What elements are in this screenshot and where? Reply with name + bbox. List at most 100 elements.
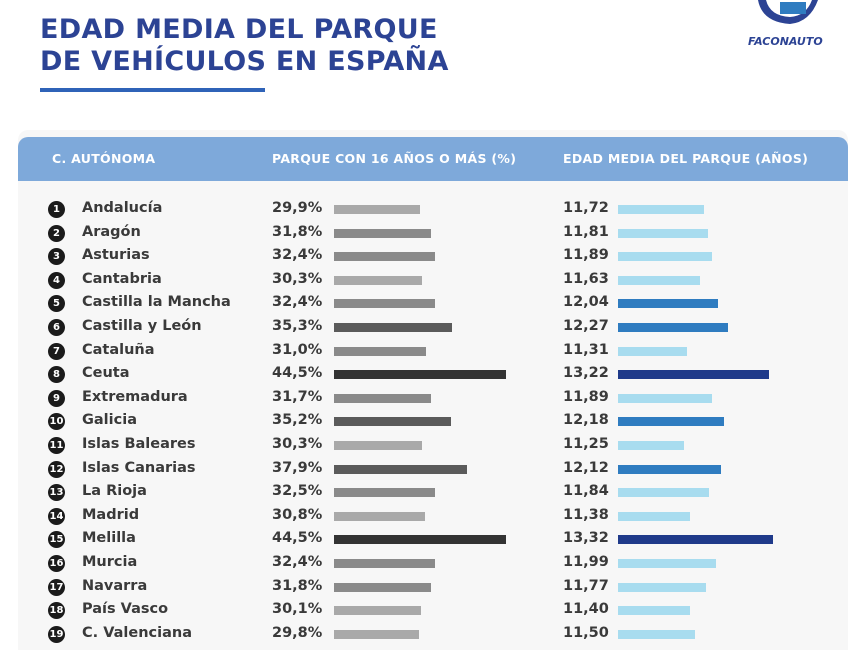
age-label: 11,84 [563,483,609,500]
title-underline [40,88,265,92]
logo-text: FACONAUTO [748,35,823,48]
rank-badge: 8 [48,366,65,384]
percent-label: 35,3% [272,318,323,334]
age-label: 12,12 [563,459,609,476]
table-row: 2 Aragón 31,8% 11,81 [0,222,854,244]
percent-label: 31,7% [272,388,323,405]
region-name: Madrid [82,506,140,523]
percent-label: 30,1% [272,601,323,618]
percent-label: 30,3% [272,270,323,287]
table-row: 14 Madrid 30,8% 11,38 [0,505,854,527]
region-name: Andalucía [82,200,163,216]
age-bar [618,511,690,521]
header-percent: PARQUE CON 16 AÑOS O MÁS (%) [272,151,517,166]
region-name: Asturias [82,247,150,264]
percent-bar [334,205,420,214]
rank-badge: 6 [48,319,65,336]
age-label: 11,25 [563,436,609,452]
age-bar [618,535,773,545]
percent-bar [334,346,427,356]
age-bar [618,323,728,332]
percent-label: 30,3% [272,436,323,452]
region-name: Cataluña [82,341,155,358]
percent-bar [334,370,507,380]
region-name: C. Valenciana [82,624,192,641]
percent-bar [334,464,468,474]
region-name: Islas Canarias [82,459,196,476]
percent-label: 29,8% [272,624,323,641]
percent-label: 30,8% [272,506,323,523]
age-bar [618,464,722,474]
age-bar [618,582,707,592]
rank-badge: 7 [48,342,65,360]
percent-label: 32,4% [272,247,323,264]
faconauto-logo [758,0,818,24]
region-name: Melilla [82,530,136,547]
table-row: 7 Cataluña 31,0% 11,31 [0,340,854,362]
age-label: 11,77 [563,577,609,594]
age-label: 11,50 [563,624,609,641]
table-row: 19 C. Valenciana 29,8% 11,50 [0,623,854,645]
rank-badge: 18 [48,602,65,620]
percent-bar [334,252,435,262]
age-bar [618,629,695,639]
rank-badge: 12 [48,460,65,478]
age-bar [618,205,705,214]
percent-bar [334,275,423,285]
age-bar [618,417,724,427]
percent-bar [334,228,432,238]
age-bar [618,275,701,285]
percent-bar [334,511,426,521]
rank-badge: 15 [48,531,65,549]
region-name: Navarra [82,577,148,594]
age-bar [618,228,709,238]
table-row: 8 Ceuta 44,5% 13,22 [0,363,854,385]
region-name: Castilla y León [82,318,202,334]
table-row: 6 Castilla y León 35,3% 12,27 [0,316,854,338]
age-label: 11,40 [563,601,609,618]
percent-bar [334,488,436,498]
percent-label: 31,8% [272,577,323,594]
region-name: Islas Baleares [82,436,196,452]
percent-bar [334,299,435,309]
rank-badge: 11 [48,437,65,454]
table-row: 16 Murcia 32,4% 11,99 [0,552,854,574]
table-row: 4 Cantabria 30,3% 11,63 [0,269,854,291]
age-bar [618,441,684,450]
table-row: 3 Asturias 32,4% 11,89 [0,245,854,267]
age-label: 13,22 [563,365,609,382]
rank-badge: 19 [48,625,65,643]
percent-label: 32,4% [272,294,323,311]
title-line-1: EDAD MEDIA DEL PARQUE [40,14,438,45]
table-row: 18 País Vasco 30,1% 11,40 [0,599,854,621]
rank-badge: 3 [48,248,65,266]
percent-bar [334,629,420,639]
percent-bar [334,606,422,616]
table-row: 17 Navarra 31,8% 11,77 [0,576,854,598]
percent-bar [334,323,452,332]
age-label: 12,04 [563,294,609,311]
rank-badge: 2 [48,224,65,242]
region-name: La Rioja [82,483,147,500]
percent-label: 44,5% [272,530,323,547]
region-name: Extremadura [82,388,188,405]
table-row: 11 Islas Baleares 30,3% 11,25 [0,434,854,456]
region-name: Murcia [82,554,138,570]
age-bar [618,252,712,262]
age-bar [618,488,710,498]
percent-label: 31,8% [272,223,323,240]
percent-label: 32,5% [272,483,323,500]
rank-badge: 10 [48,413,65,431]
header-age: EDAD MEDIA DEL PARQUE (AÑOS) [563,151,809,166]
header-region: C. AUTÓNOMA [52,151,156,166]
age-label: 11,89 [563,247,609,264]
percent-label: 31,0% [272,341,323,358]
rank-badge: 5 [48,295,65,313]
region-name: Ceuta [82,365,130,382]
rank-badge: 17 [48,578,65,596]
table-row: 13 La Rioja 32,5% 11,84 [0,481,854,503]
rank-badge: 13 [48,484,65,502]
table-row: 1 Andalucía 29,9% 11,72 [0,198,854,220]
age-label: 11,63 [563,270,609,287]
page-title: EDAD MEDIA DEL PARQUE DE VEHÍCULOS EN ES… [40,14,449,78]
